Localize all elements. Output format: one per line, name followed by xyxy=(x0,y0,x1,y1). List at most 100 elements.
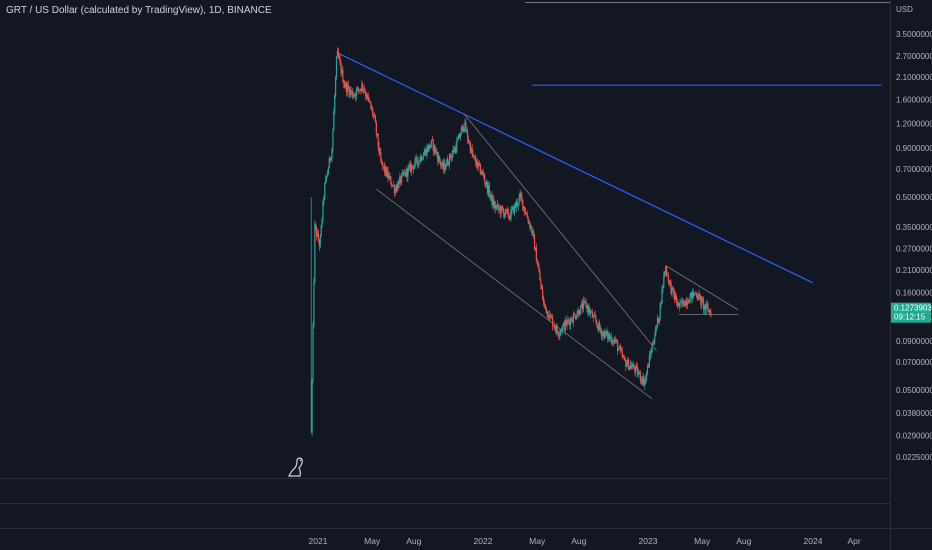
candle-body xyxy=(710,311,712,316)
candle xyxy=(695,291,697,299)
candle xyxy=(492,196,494,207)
trendline[interactable] xyxy=(336,52,813,284)
candle xyxy=(420,154,423,162)
candle-body xyxy=(523,206,526,212)
candle xyxy=(701,295,703,310)
time-axis-tick: 2023 xyxy=(639,536,658,546)
candle xyxy=(401,172,403,186)
trendline[interactable] xyxy=(665,265,739,311)
candle-body xyxy=(687,302,689,304)
candle xyxy=(698,289,700,301)
candle-body xyxy=(503,210,505,217)
candle-body xyxy=(477,161,480,165)
candle xyxy=(514,201,517,209)
candle xyxy=(590,309,593,313)
candle xyxy=(530,224,532,231)
candle xyxy=(324,181,326,201)
candle xyxy=(498,205,500,212)
candle-body xyxy=(505,209,508,211)
candle-body xyxy=(666,274,669,276)
candle xyxy=(373,111,376,118)
candle xyxy=(410,160,412,174)
candle xyxy=(393,184,395,198)
candle xyxy=(351,90,353,96)
candle-body xyxy=(523,206,525,209)
candle-body xyxy=(388,176,390,179)
candle xyxy=(397,181,399,191)
candle-body xyxy=(339,59,341,64)
candle xyxy=(665,265,668,278)
candle-body xyxy=(317,233,320,241)
candle-body xyxy=(329,158,331,161)
trendline[interactable] xyxy=(463,113,657,351)
candle-body xyxy=(636,366,638,368)
candle-body xyxy=(371,108,373,109)
candle-body xyxy=(638,372,641,374)
candle xyxy=(678,303,680,312)
candle xyxy=(535,243,537,262)
candle xyxy=(518,193,520,206)
candle-body xyxy=(553,326,556,328)
candle-body xyxy=(555,325,557,331)
candle-body xyxy=(608,335,611,339)
price-badge-value: 0.12739031 xyxy=(894,304,932,313)
time-axis[interactable]: 2021 May Aug 2022 May Aug 2023 May Aug 2024 Apr xyxy=(309,536,861,546)
candle xyxy=(372,106,374,117)
candle-body xyxy=(608,335,610,339)
candle xyxy=(510,206,512,222)
candle-body xyxy=(665,266,667,272)
candle-body xyxy=(597,325,599,330)
candle-body xyxy=(693,291,695,296)
candle xyxy=(520,191,522,201)
candle xyxy=(452,145,454,158)
candle-body xyxy=(668,280,670,283)
candle xyxy=(617,340,619,356)
candle xyxy=(577,307,579,316)
candle-body xyxy=(365,95,367,98)
candle xyxy=(447,155,449,166)
time-axis-tick: May xyxy=(364,536,381,546)
trendline[interactable] xyxy=(376,188,653,400)
candle xyxy=(344,79,346,89)
candle-body xyxy=(566,320,568,326)
candle xyxy=(598,321,600,333)
candle xyxy=(607,329,609,344)
candle-body xyxy=(499,207,501,214)
candle-body xyxy=(313,281,315,326)
candle xyxy=(401,169,404,177)
candle-body xyxy=(411,165,414,167)
candle-body xyxy=(316,233,319,237)
candle-body xyxy=(408,166,410,168)
candle xyxy=(638,370,641,375)
candle xyxy=(504,213,506,220)
candle xyxy=(555,323,557,336)
candle xyxy=(589,309,592,319)
candle-body xyxy=(660,303,662,304)
candle xyxy=(347,80,349,90)
candle-body xyxy=(343,81,345,84)
candle xyxy=(371,105,373,112)
candle xyxy=(433,143,435,156)
candle xyxy=(673,287,675,299)
candle-body xyxy=(542,299,545,304)
candle-body xyxy=(670,282,672,294)
candle xyxy=(659,302,661,321)
candle-body xyxy=(551,316,553,318)
candle-body xyxy=(428,144,430,152)
candle xyxy=(549,309,551,322)
candle xyxy=(573,312,575,315)
candle xyxy=(660,300,662,309)
candle xyxy=(392,180,395,187)
candle-body xyxy=(568,320,570,322)
candle-body xyxy=(380,152,382,162)
candle xyxy=(434,145,436,155)
candle xyxy=(354,93,356,98)
candle-body xyxy=(640,379,642,381)
candle-body xyxy=(609,336,612,339)
candle xyxy=(385,166,387,178)
candle xyxy=(625,359,627,372)
candle-body xyxy=(400,176,402,183)
candle xyxy=(699,292,701,301)
